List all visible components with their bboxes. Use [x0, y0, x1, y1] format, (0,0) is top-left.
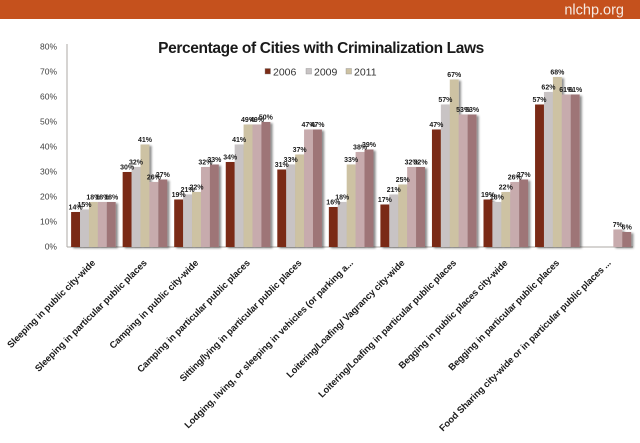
svg-text:32%: 32%: [414, 160, 429, 167]
svg-text:57%: 57%: [533, 97, 548, 104]
svg-text:7%: 7%: [613, 222, 624, 229]
svg-text:32%: 32%: [405, 160, 420, 167]
svg-text:21%: 21%: [387, 187, 402, 194]
svg-text:53%: 53%: [456, 107, 471, 114]
svg-text:14%: 14%: [69, 205, 84, 212]
svg-text:26%: 26%: [147, 175, 162, 182]
svg-text:2011: 2011: [354, 67, 377, 79]
svg-text:40%: 40%: [40, 142, 57, 152]
svg-text:67%: 67%: [447, 72, 462, 79]
svg-text:50%: 50%: [259, 115, 274, 122]
svg-text:31%: 31%: [275, 162, 290, 169]
svg-text:57%: 57%: [438, 97, 453, 104]
svg-text:22%: 22%: [499, 185, 514, 192]
svg-text:33%: 33%: [284, 157, 299, 164]
svg-text:34%: 34%: [223, 155, 238, 162]
svg-text:18%: 18%: [95, 195, 110, 202]
svg-text:26%: 26%: [508, 175, 523, 182]
svg-text:6%: 6%: [622, 225, 633, 232]
svg-text:37%: 37%: [293, 147, 308, 154]
svg-text:38%: 38%: [353, 145, 368, 152]
svg-text:19%: 19%: [172, 192, 187, 199]
svg-text:33%: 33%: [207, 157, 222, 164]
svg-text:nlchp.org: nlchp.org: [564, 3, 624, 19]
svg-text:16%: 16%: [326, 200, 341, 207]
svg-text:2009: 2009: [314, 67, 338, 79]
svg-text:61%: 61%: [568, 87, 583, 94]
svg-text:61%: 61%: [559, 87, 574, 94]
svg-text:60%: 60%: [40, 92, 57, 102]
svg-text:32%: 32%: [198, 160, 213, 167]
svg-text:47%: 47%: [302, 122, 317, 129]
svg-text:18%: 18%: [86, 195, 101, 202]
svg-text:18%: 18%: [490, 195, 505, 202]
svg-text:0%: 0%: [45, 242, 58, 252]
svg-text:19%: 19%: [481, 192, 496, 199]
svg-text:22%: 22%: [189, 185, 204, 192]
svg-text:18%: 18%: [104, 195, 119, 202]
svg-text:27%: 27%: [517, 172, 532, 179]
svg-text:21%: 21%: [181, 187, 196, 194]
svg-text:2006: 2006: [273, 67, 297, 79]
svg-text:18%: 18%: [335, 195, 350, 202]
svg-text:49%: 49%: [250, 117, 265, 124]
svg-text:27%: 27%: [156, 172, 171, 179]
svg-text:10%: 10%: [40, 217, 57, 227]
svg-text:33%: 33%: [344, 157, 359, 164]
svg-text:25%: 25%: [396, 177, 411, 184]
svg-text:70%: 70%: [40, 67, 57, 77]
svg-text:32%: 32%: [129, 160, 144, 167]
svg-text:17%: 17%: [378, 197, 393, 204]
svg-text:49%: 49%: [241, 117, 256, 124]
svg-text:20%: 20%: [40, 192, 57, 202]
svg-text:62%: 62%: [541, 85, 556, 92]
svg-text:41%: 41%: [138, 137, 153, 144]
svg-text:68%: 68%: [550, 70, 565, 77]
svg-text:50%: 50%: [40, 117, 57, 127]
svg-text:53%: 53%: [465, 107, 480, 114]
svg-text:47%: 47%: [429, 122, 444, 129]
svg-text:41%: 41%: [232, 137, 247, 144]
svg-text:15%: 15%: [77, 202, 92, 209]
svg-text:30%: 30%: [120, 165, 135, 172]
svg-text:Percentage of Cities with Crim: Percentage of Cities with Criminalizatio…: [158, 40, 484, 57]
svg-text:39%: 39%: [362, 142, 377, 149]
svg-text:80%: 80%: [40, 42, 57, 52]
svg-text:30%: 30%: [40, 167, 57, 177]
svg-text:47%: 47%: [310, 122, 325, 129]
